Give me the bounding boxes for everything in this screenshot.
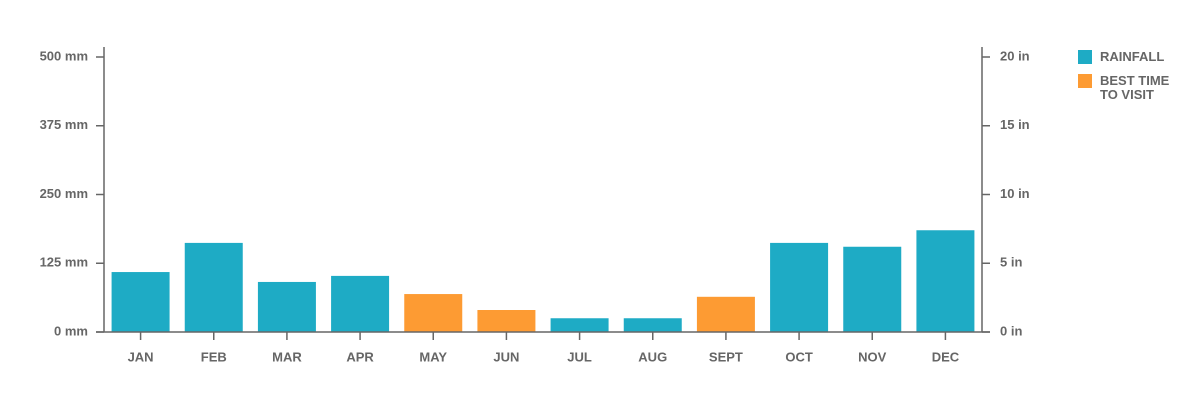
- bar: [257, 281, 316, 332]
- x-tick-label: APR: [346, 349, 374, 364]
- legend-item: RAINFALL: [1078, 50, 1176, 64]
- x-tick-label: JUN: [493, 349, 519, 364]
- bar: [331, 275, 390, 332]
- y-tick-label: 250 mm: [40, 186, 88, 201]
- y-tick-label: 0 mm: [54, 323, 88, 338]
- bar: [404, 294, 463, 332]
- bar: [184, 242, 243, 332]
- bar: [770, 242, 829, 332]
- x-tick-label: AUG: [638, 349, 667, 364]
- x-tick-label: DEC: [932, 349, 960, 364]
- bar: [550, 318, 609, 332]
- y-tick-label: 125 mm: [40, 255, 88, 270]
- bar: [696, 296, 755, 332]
- y2-tick-label: 20 in: [1000, 48, 1030, 63]
- x-tick-label: FEB: [201, 349, 227, 364]
- legend: RAINFALL BEST TIME TO VISIT: [1078, 50, 1176, 112]
- legend-swatch: [1078, 50, 1092, 64]
- x-tick-label: JAN: [128, 349, 154, 364]
- x-tick-label: OCT: [785, 349, 813, 364]
- legend-item: BEST TIME TO VISIT: [1078, 74, 1176, 102]
- x-tick-label: SEPT: [709, 349, 743, 364]
- bar: [916, 230, 975, 332]
- x-tick-label: NOV: [858, 349, 887, 364]
- bar: [477, 310, 536, 332]
- y2-tick-label: 5 in: [1000, 255, 1022, 270]
- x-tick-label: MAR: [272, 349, 302, 364]
- y2-tick-label: 0 in: [1000, 323, 1022, 338]
- legend-swatch: [1078, 74, 1092, 88]
- y-tick-label: 500 mm: [40, 48, 88, 63]
- legend-label: BEST TIME TO VISIT: [1100, 73, 1170, 102]
- chart: 0 mm 125 mm 250 mm 375 mm 500 mm 0 in 5 in 10 i…: [40, 47, 1030, 364]
- bar: [111, 272, 170, 332]
- y2-tick-label: 10 in: [1000, 186, 1030, 201]
- y-tick-label: 375 mm: [40, 117, 88, 132]
- y2-tick-label: 15 in: [1000, 117, 1030, 132]
- x-tick-label: JUL: [567, 349, 592, 364]
- bar: [843, 246, 902, 332]
- x-tick-label: MAY: [419, 349, 447, 364]
- bar: [623, 318, 682, 332]
- legend-label: RAINFALL: [1100, 49, 1165, 64]
